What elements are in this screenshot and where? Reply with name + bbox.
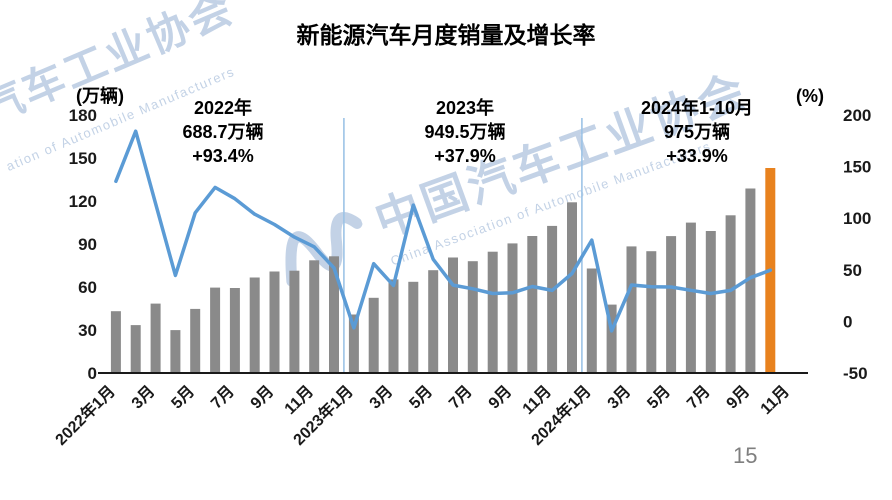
sales-bar xyxy=(269,271,280,373)
left-axis-tick: 30 xyxy=(78,321,97,340)
sales-bar xyxy=(745,188,756,373)
right-axis-tick: -50 xyxy=(843,364,868,383)
sales-bar xyxy=(705,231,716,373)
sales-bar xyxy=(567,202,577,373)
sales-bar xyxy=(309,260,320,373)
annotation-2022-volume: 688.7万辆 xyxy=(182,122,264,142)
left-axis-tick: 120 xyxy=(69,192,97,211)
annotation-2022-year: 2022年 xyxy=(193,98,253,118)
left-axis-tick: 180 xyxy=(69,106,97,125)
sales-bar xyxy=(626,246,637,373)
sales-bar xyxy=(150,303,161,373)
x-axis-tick: 3月 xyxy=(128,382,158,412)
sales-bar xyxy=(467,261,478,373)
annotation-2024: 2024年1-10月 975万辆 +33.9% xyxy=(582,96,812,168)
sales-bar xyxy=(725,215,736,373)
x-axis-tick: 9月 xyxy=(247,382,277,412)
right-axis-tick: 150 xyxy=(843,158,871,177)
sales-bar xyxy=(329,256,339,373)
sales-bar xyxy=(388,279,399,373)
sales-bar xyxy=(428,270,439,373)
sales-bar xyxy=(190,308,201,373)
right-axis-tick: 0 xyxy=(843,312,852,331)
x-axis-tick: 9月 xyxy=(723,382,753,412)
left-axis-tick: 150 xyxy=(69,149,97,168)
x-axis-tick: 7月 xyxy=(683,382,713,412)
x-axis-tick: 3月 xyxy=(366,382,396,412)
sales-bar xyxy=(527,236,538,373)
annotation-2022: 2022年 688.7万辆 +93.4% xyxy=(108,96,338,168)
sales-bar xyxy=(606,304,617,373)
annotation-2023: 2023年 949.5万辆 +37.9% xyxy=(350,96,580,168)
annotation-2024-year: 2024年1-10月 xyxy=(640,98,754,118)
sales-bar xyxy=(210,287,221,373)
sales-bar xyxy=(249,277,260,373)
left-axis-tick: 90 xyxy=(78,235,97,254)
sales-bar xyxy=(110,311,121,373)
growth-rate-line xyxy=(114,129,773,333)
annotation-2023-volume: 949.5万辆 xyxy=(424,122,506,142)
sales-bar xyxy=(229,288,240,373)
x-axis-tick: 11月 xyxy=(281,382,317,418)
sales-bar xyxy=(170,330,181,373)
sales-bar xyxy=(586,268,597,373)
x-axis-tick: 2022年1月 xyxy=(51,381,119,449)
right-axis-tick: 100 xyxy=(843,209,871,228)
x-axis-tick: 3月 xyxy=(604,382,634,412)
right-axis-tick: 50 xyxy=(843,261,862,280)
left-axis-unit-label: (万辆) xyxy=(76,86,124,106)
sales-bar xyxy=(685,222,696,373)
sales-bar xyxy=(289,270,300,373)
sales-bar xyxy=(130,325,141,373)
sales-bar xyxy=(487,251,498,373)
sales-bar xyxy=(348,314,359,373)
x-axis-tick: 5月 xyxy=(406,382,436,412)
sales-bar xyxy=(368,297,379,374)
chart-title: 新能源汽车月度销量及增长率 xyxy=(296,22,596,48)
sales-bar xyxy=(507,243,518,373)
x-axis-tick: 5月 xyxy=(644,382,674,412)
annotation-2023-growth: +37.9% xyxy=(434,146,496,166)
annotation-2024-volume: 975万辆 xyxy=(663,122,731,142)
sales-bar xyxy=(646,251,657,373)
x-axis-tick: 7月 xyxy=(445,382,475,412)
sales-bar xyxy=(547,225,558,373)
right-axis-tick: 200 xyxy=(843,106,871,125)
x-axis-tick: 11月 xyxy=(757,382,793,418)
sales-bar xyxy=(408,281,419,373)
x-axis-tick: 9月 xyxy=(485,382,515,412)
sales-bar xyxy=(448,257,458,373)
annotation-2024-growth: +33.9% xyxy=(666,146,728,166)
annotation-2022-growth: +93.4% xyxy=(192,146,254,166)
x-axis-tick: 11月 xyxy=(519,382,555,418)
left-axis-tick: 60 xyxy=(78,278,97,297)
annotation-2023-year: 2023年 xyxy=(435,98,495,118)
page-number: 15 xyxy=(733,443,758,468)
sales-bar xyxy=(666,236,677,373)
right-axis-unit-label: (%) xyxy=(796,86,824,106)
x-axis-tick: 7月 xyxy=(207,382,237,412)
left-axis-tick: 0 xyxy=(88,364,97,383)
x-axis-tick: 5月 xyxy=(168,382,198,412)
